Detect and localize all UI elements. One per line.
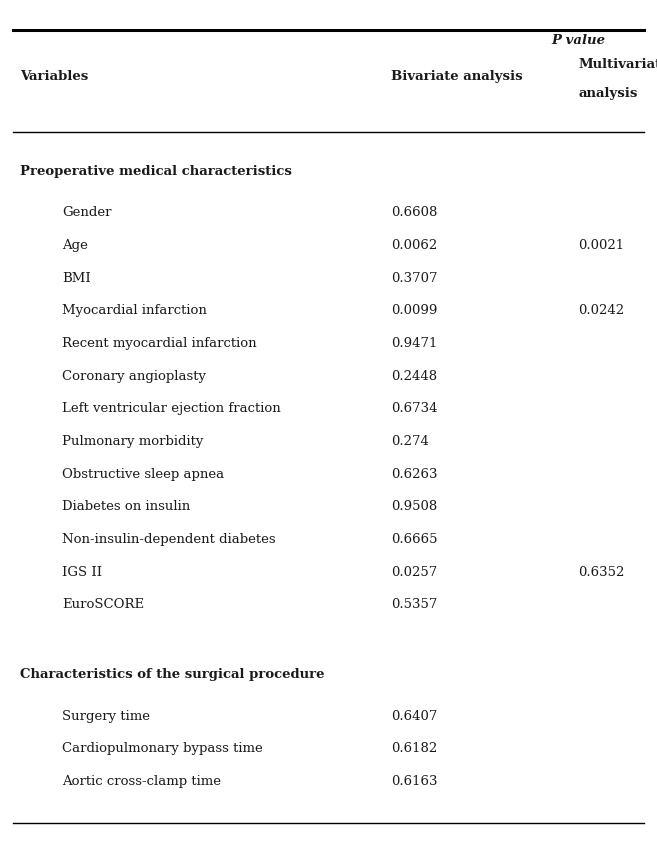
Text: 0.6182: 0.6182 — [391, 742, 437, 756]
Text: 0.6163: 0.6163 — [391, 775, 438, 788]
Text: 0.0099: 0.0099 — [391, 304, 438, 318]
Text: 0.0257: 0.0257 — [391, 565, 437, 579]
Text: Gender: Gender — [62, 206, 112, 219]
Text: Diabetes on insulin: Diabetes on insulin — [62, 500, 191, 514]
Text: Recent myocardial infarction: Recent myocardial infarction — [62, 337, 257, 350]
Text: Cardiopulmonary bypass time: Cardiopulmonary bypass time — [62, 742, 263, 756]
Text: 0.6407: 0.6407 — [391, 710, 438, 722]
Text: 0.0242: 0.0242 — [578, 304, 624, 318]
Text: 0.6665: 0.6665 — [391, 533, 438, 546]
Text: 0.9508: 0.9508 — [391, 500, 437, 514]
Text: 0.0062: 0.0062 — [391, 239, 437, 252]
Text: P value: P value — [551, 34, 605, 48]
Text: Preoperative medical characteristics: Preoperative medical characteristics — [20, 165, 292, 178]
Text: Pulmonary morbidity: Pulmonary morbidity — [62, 435, 204, 448]
Text: Characteristics of the surgical procedure: Characteristics of the surgical procedur… — [20, 668, 324, 682]
Text: Myocardial infarction: Myocardial infarction — [62, 304, 208, 318]
Text: analysis: analysis — [578, 87, 637, 100]
Text: 0.6608: 0.6608 — [391, 206, 438, 219]
Text: 0.6352: 0.6352 — [578, 565, 625, 579]
Text: 0.0021: 0.0021 — [578, 239, 624, 252]
Text: Coronary angioplasty: Coronary angioplasty — [62, 369, 206, 383]
Text: Obstructive sleep apnea: Obstructive sleep apnea — [62, 468, 225, 481]
Text: 0.9471: 0.9471 — [391, 337, 438, 350]
Text: BMI: BMI — [62, 272, 91, 284]
Text: Multivariate: Multivariate — [578, 58, 657, 71]
Text: Age: Age — [62, 239, 88, 252]
Text: 0.5357: 0.5357 — [391, 599, 438, 611]
Text: Non-insulin-dependent diabetes: Non-insulin-dependent diabetes — [62, 533, 276, 546]
Text: Aortic cross-clamp time: Aortic cross-clamp time — [62, 775, 221, 788]
Text: Variables: Variables — [20, 70, 88, 83]
Text: 0.2448: 0.2448 — [391, 369, 437, 383]
Text: 0.274: 0.274 — [391, 435, 429, 448]
Text: Left ventricular ejection fraction: Left ventricular ejection fraction — [62, 402, 281, 415]
Text: 0.3707: 0.3707 — [391, 272, 438, 284]
Text: Bivariate analysis: Bivariate analysis — [391, 70, 522, 83]
Text: IGS II: IGS II — [62, 565, 102, 579]
Text: Surgery time: Surgery time — [62, 710, 150, 722]
Text: EuroSCORE: EuroSCORE — [62, 599, 145, 611]
Text: 0.6263: 0.6263 — [391, 468, 438, 481]
Text: 0.6734: 0.6734 — [391, 402, 438, 415]
